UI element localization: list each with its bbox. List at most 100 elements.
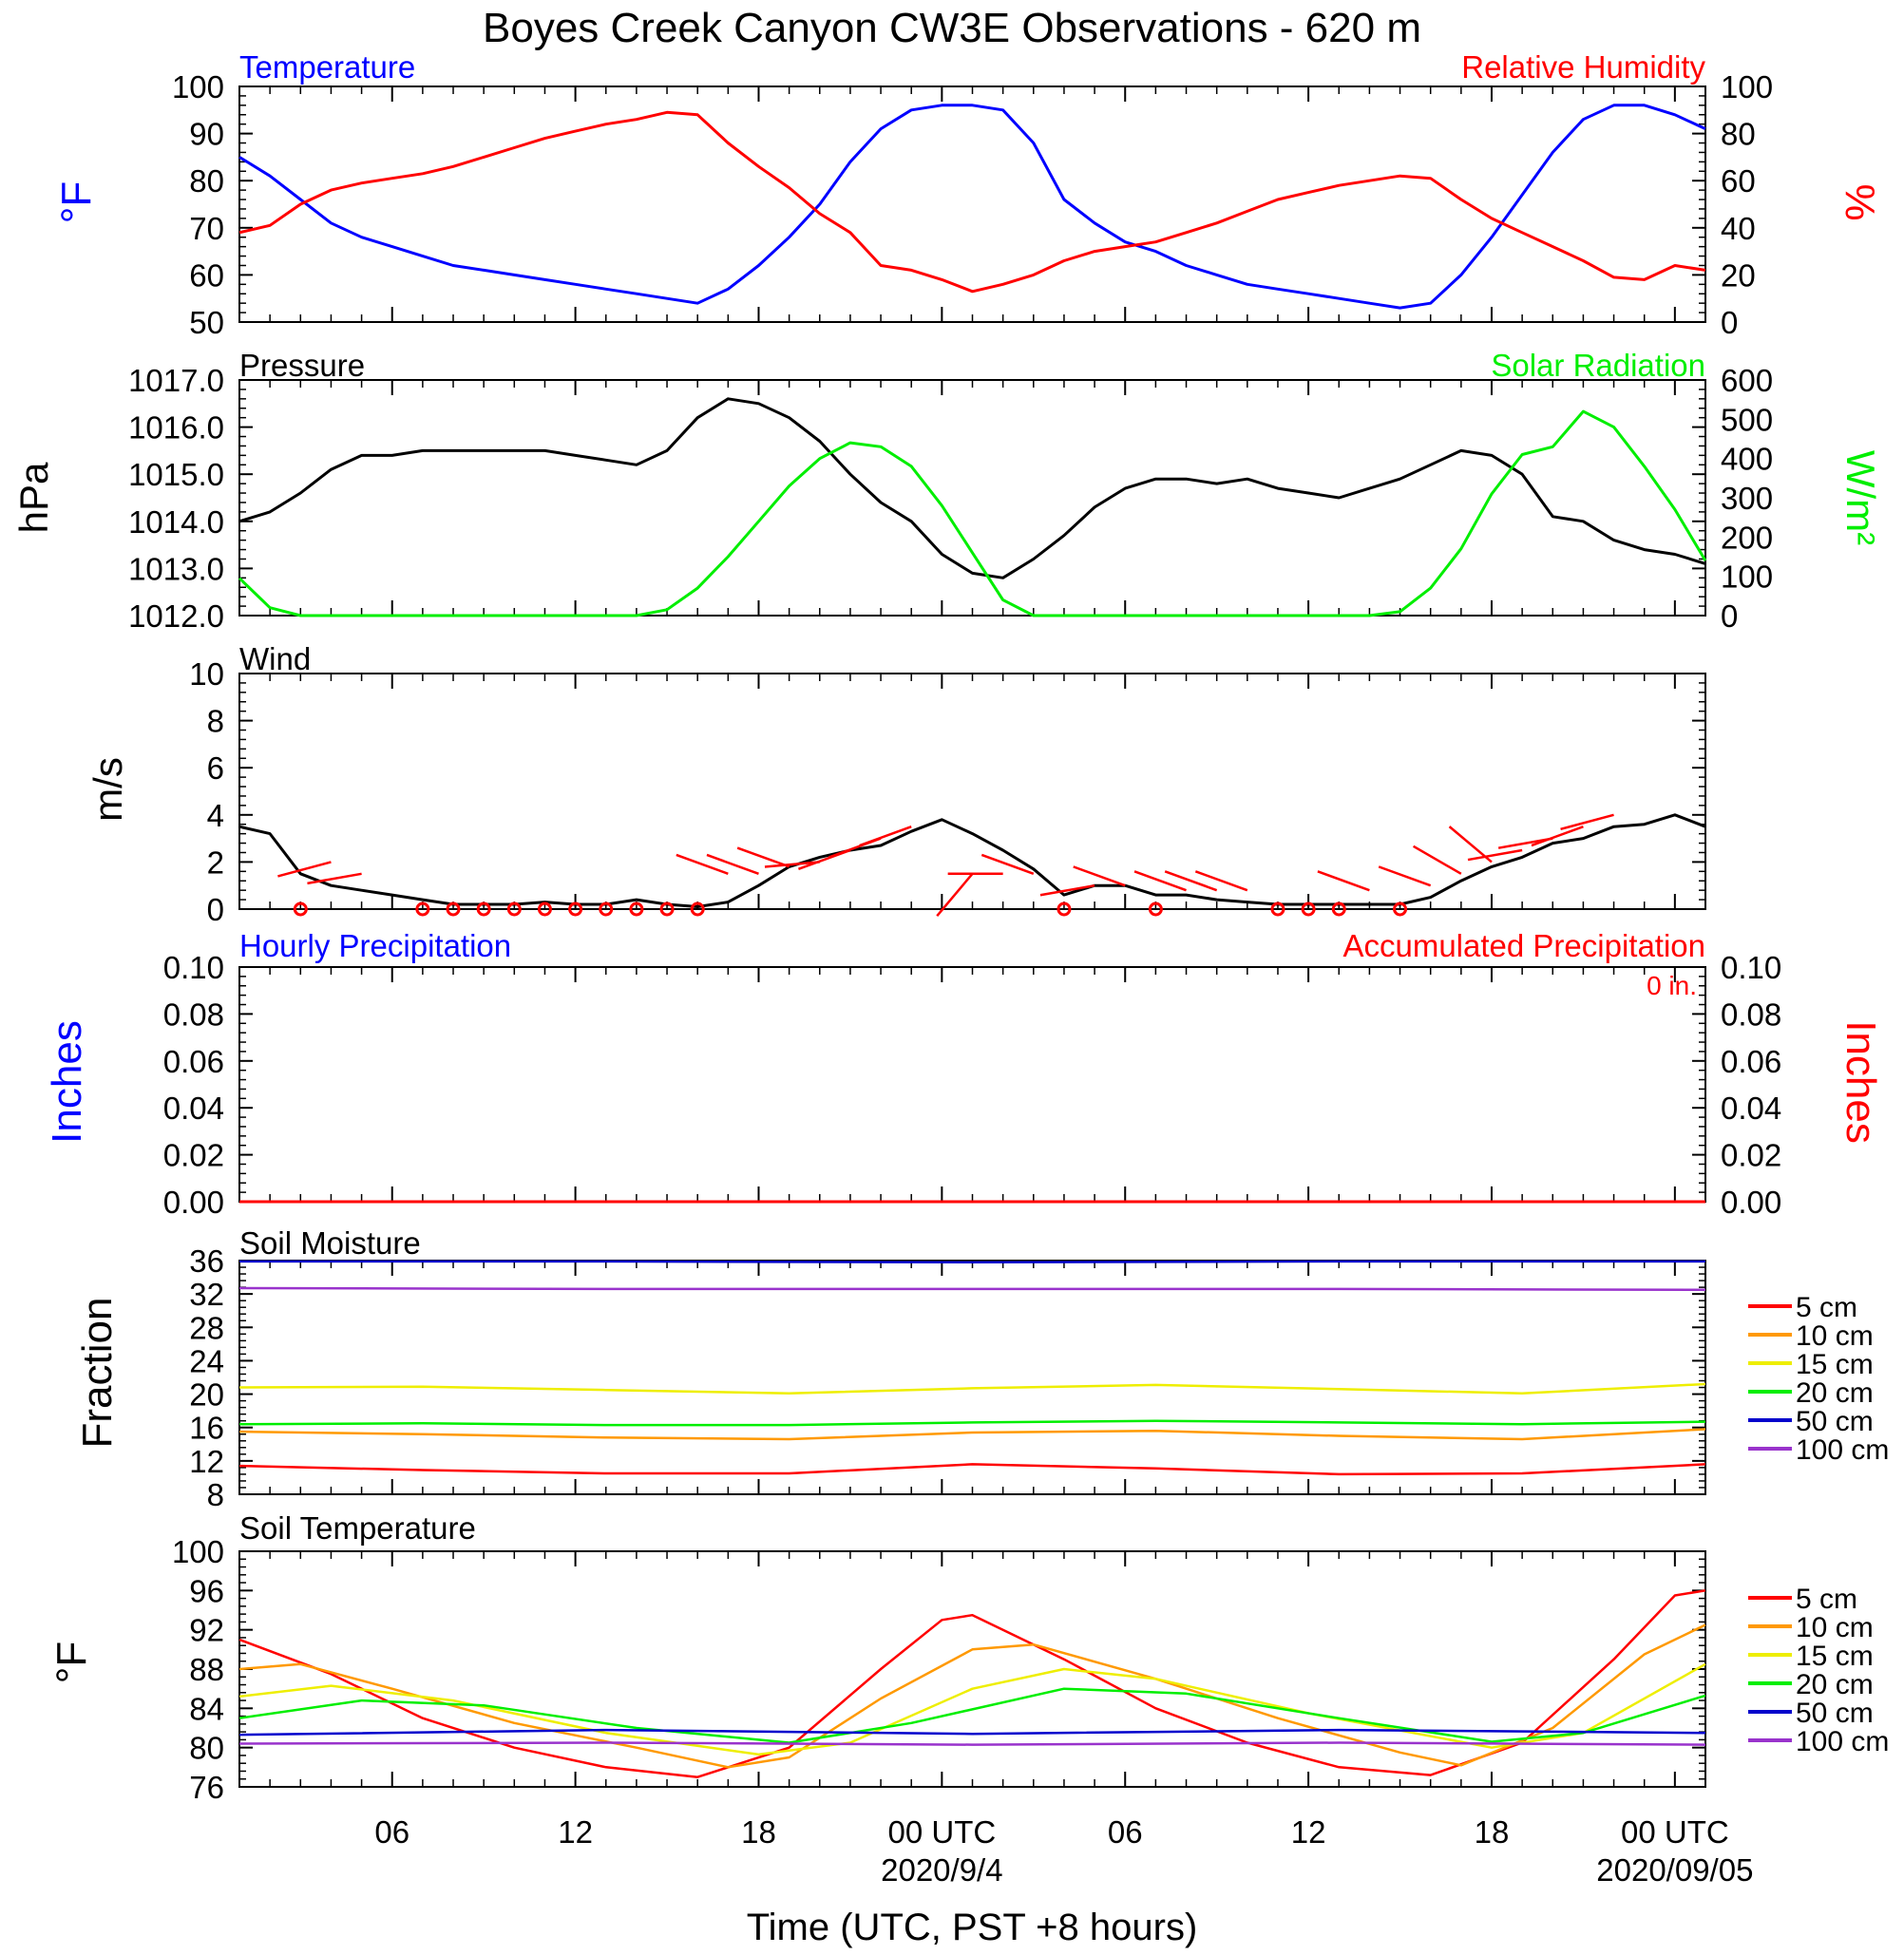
- y-tick-label: 76: [189, 1770, 224, 1805]
- y-tick-label: 60: [189, 257, 224, 293]
- humidity-unit-label: %: [1837, 183, 1883, 220]
- y2-tick-label: 100: [1721, 69, 1773, 104]
- y2-tick-label: 80: [1721, 117, 1756, 152]
- y-tick-label: 1012.0: [128, 598, 224, 634]
- y-tick-label: 0.06: [163, 1044, 224, 1079]
- y2-tick-label: 600: [1721, 363, 1773, 398]
- x-tick-label: 12: [558, 1814, 593, 1850]
- wind-barb: [277, 861, 332, 878]
- calm-wind-marker: [1148, 902, 1163, 917]
- wind-barb: [1378, 865, 1432, 887]
- y-tick-label: 100: [172, 69, 224, 104]
- series-line-wind: [238, 813, 1706, 908]
- series-line-5-cm: [238, 1589, 1706, 1778]
- x-axis-title: Time (UTC, PST +8 hours): [747, 1907, 1198, 1948]
- y-tick-label: 12: [189, 1444, 224, 1479]
- legend-label: 10 cm: [1796, 1612, 1874, 1643]
- pressure-unit-label: hPa: [11, 462, 56, 533]
- series-line-solar-radiation: [238, 409, 1707, 617]
- y-tick-label: 80: [189, 1731, 224, 1766]
- y2-tick-label: 0: [1721, 598, 1738, 634]
- y-tick-label: 8: [207, 704, 224, 739]
- series-line-15-cm: [238, 1382, 1706, 1395]
- legend-label: 15 cm: [1796, 1349, 1874, 1380]
- y-tick-label: 90: [189, 117, 224, 152]
- y-tick-label: 1017.0: [128, 363, 224, 398]
- humidity-panel-title: Relative Humidity: [1461, 49, 1705, 85]
- wind-barb: [981, 853, 1035, 875]
- y-tick-label: 0.02: [163, 1138, 224, 1173]
- y-tick-label: 84: [189, 1691, 224, 1726]
- y-tick-label: 24: [189, 1343, 224, 1378]
- soil-temp-unit-label: °F: [48, 1642, 95, 1683]
- wind-panel-title: Wind: [239, 641, 311, 676]
- series-line-relative-humidity: [238, 110, 1706, 294]
- series-line-pressure: [238, 397, 1706, 579]
- wind-barb: [736, 846, 790, 868]
- wind-barb: [1317, 870, 1370, 892]
- x-tick-label: 00 UTC: [888, 1814, 997, 1850]
- y2-tick-label: 40: [1721, 211, 1756, 246]
- temperature-panel-title: Temperature: [239, 49, 415, 85]
- y-tick-label: 88: [189, 1652, 224, 1687]
- calm-wind-marker: [476, 902, 491, 917]
- calm-wind-marker: [1270, 902, 1285, 917]
- chart-text-layer: Boyes Creek Canyon CW3E Observations - 6…: [11, 5, 1889, 1948]
- legend-label: 20 cm: [1796, 1377, 1874, 1409]
- wind-barb: [1412, 845, 1462, 875]
- legend-label: 100 cm: [1796, 1726, 1889, 1757]
- legend-label: 15 cm: [1796, 1641, 1874, 1672]
- pressure-panel-title: Pressure: [239, 348, 365, 383]
- calm-wind-marker: [1393, 902, 1408, 917]
- y-tick-label: 96: [189, 1573, 224, 1608]
- y2-tick-label: 100: [1721, 560, 1773, 595]
- x-tick-sublabel: 2020/9/4: [881, 1852, 1002, 1888]
- y-tick-label: 8: [207, 1477, 224, 1512]
- solar-panel-title: Solar Radiation: [1491, 348, 1705, 383]
- wind-barb: [1039, 883, 1095, 897]
- chart-data-layer: [238, 104, 1792, 1778]
- wind-barb: [764, 861, 820, 868]
- y-tick-label: 70: [189, 211, 224, 246]
- y-tick-label: 0.08: [163, 996, 224, 1032]
- wind-barb: [1467, 848, 1523, 862]
- wind-barb: [706, 853, 759, 875]
- wind-barb: [1133, 870, 1187, 892]
- legend-label: 50 cm: [1796, 1698, 1874, 1729]
- series-line-50-cm: [238, 1728, 1706, 1737]
- y2-tick-label: 0.06: [1721, 1044, 1781, 1079]
- y-tick-label: 80: [189, 163, 224, 199]
- y2-tick-label: 0.08: [1721, 996, 1781, 1032]
- y2-tick-label: 0.02: [1721, 1138, 1781, 1173]
- y-tick-label: 0.04: [163, 1091, 224, 1126]
- legend-label: 50 cm: [1796, 1406, 1874, 1437]
- y2-tick-label: 400: [1721, 442, 1773, 477]
- x-tick-label: 00 UTC: [1621, 1814, 1729, 1850]
- y2-tick-label: 0.00: [1721, 1185, 1781, 1220]
- soil-temp-panel-title: Soil Temperature: [239, 1510, 476, 1546]
- temperature-unit-label: °F: [53, 181, 100, 223]
- x-tick-label: 12: [1291, 1814, 1326, 1850]
- legend-label: 20 cm: [1796, 1669, 1874, 1700]
- series-line-10-cm: [238, 1428, 1706, 1441]
- wind-barb: [1164, 870, 1218, 892]
- calm-wind-marker: [293, 902, 308, 917]
- wind-barb: [1073, 865, 1126, 887]
- wind-barb: [859, 826, 912, 847]
- wind-barb: [1194, 870, 1248, 892]
- wind-barb: [1531, 826, 1584, 847]
- panel-frame: [238, 85, 1706, 323]
- y-tick-label: 1015.0: [128, 457, 224, 492]
- accum-precip-total: 0 in.: [1647, 971, 1697, 1000]
- wind-unit-label: m/s: [86, 757, 130, 822]
- accum-precip-unit-label: Inches: [1837, 1020, 1884, 1144]
- y2-tick-label: 300: [1721, 481, 1773, 516]
- y-tick-label: 92: [189, 1613, 224, 1648]
- soil-moisture-panel-title: Soil Moisture: [239, 1225, 421, 1261]
- y-tick-label: 1016.0: [128, 410, 224, 446]
- y-tick-label: 1013.0: [128, 551, 224, 586]
- legend-label: 10 cm: [1796, 1320, 1874, 1352]
- y-tick-label: 2: [207, 845, 224, 880]
- chart-title: Boyes Creek Canyon CW3E Observations - 6…: [483, 5, 1421, 51]
